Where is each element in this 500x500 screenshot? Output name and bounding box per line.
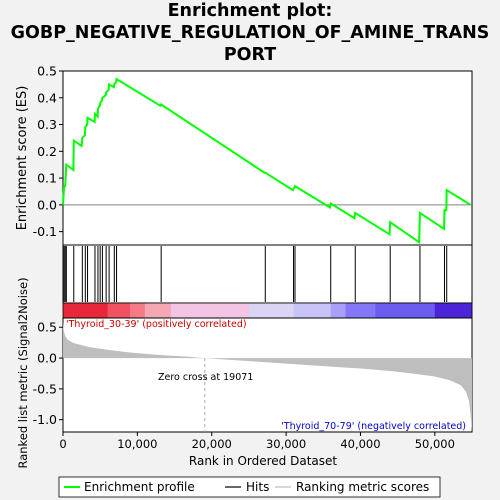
zero-cross-label: Zero cross at 19071 [158, 372, 253, 383]
x-tick-label: 40,000 [340, 437, 380, 451]
heat-band-segment [107, 303, 131, 318]
legend-box [58, 476, 441, 498]
metric-tick-label: 0.5 [37, 320, 57, 335]
es-axis: -0.1 0.0 0.1 0.2 0.3 0.4 0.5 [33, 64, 63, 239]
es-axis-label: Enrichment score (ES) [15, 86, 30, 231]
es-tick-label: 0.4 [37, 90, 57, 105]
rank-heat-band [62, 302, 473, 319]
legend-label-enrichment: Enrichment profile [84, 480, 195, 494]
x-tick-label: 50,000 [415, 437, 455, 451]
x-tick-label: 30,000 [266, 437, 306, 451]
es-tick-label: 0.3 [37, 117, 57, 132]
metric-tick-label: -1.0 [33, 412, 57, 427]
heat-band-segment [129, 303, 146, 318]
es-tick-label: 0.1 [37, 171, 57, 186]
legend-label-metric: Ranking metric scores [296, 480, 429, 494]
x-axis: 0 10,000 20,000 30,000 40,000 50,000 [59, 432, 455, 451]
legend: Enrichment profile Hits Ranking metric s… [58, 476, 441, 498]
x-tick-label: 10,000 [117, 437, 157, 451]
hit-markers [63, 246, 448, 302]
heat-band-segment [144, 303, 172, 318]
chart-title-line-2: GOBP_NEGATIVE_REGULATION_OF_AMINE_TRANS [10, 23, 490, 43]
metric-axis: -1.0 -0.5 0.0 0.5 [33, 320, 63, 427]
metric-tick-label: 0.0 [37, 351, 57, 366]
heat-band-segment [248, 303, 295, 318]
chart-title-line-3: PORT [223, 45, 277, 65]
positive-group-label: 'Thyroid_30-39' (positively correlated) [66, 319, 247, 330]
es-tick-label: 0.0 [37, 197, 57, 212]
x-tick-label: 20,000 [192, 437, 232, 451]
heat-band-segment [63, 303, 109, 318]
heat-band-segment [345, 303, 376, 318]
x-tick-label: 0 [59, 437, 66, 451]
negative-group-label: 'Thyroid_70-79' (negatively correlated) [281, 421, 466, 432]
hits-panel [62, 244, 473, 304]
es-tick-label: -0.1 [33, 224, 57, 239]
heat-band-segment [170, 303, 250, 318]
chart-title-line-1: Enrichment plot: [167, 1, 333, 21]
metric-panel [62, 317, 473, 433]
metric-tick-label: -0.5 [33, 381, 57, 396]
heat-band-segment [293, 303, 332, 318]
es-panel [62, 70, 473, 246]
heat-band-segment [330, 303, 347, 318]
chart-title: Enrichment plot: GOBP_NEGATIVE_REGULATIO… [0, 0, 500, 66]
legend-label-hits: Hits [246, 480, 269, 494]
metric-axis-label: Ranked list metric (Signal2Noise) [16, 277, 30, 468]
enrichment-profile-line [62, 77, 472, 245]
es-tick-label: 0.5 [37, 64, 57, 79]
x-axis-label: Rank in Ordered Dataset [189, 454, 337, 468]
heat-band-segment [434, 303, 473, 318]
es-tick-label: 0.2 [37, 144, 57, 159]
heat-band-segment [375, 303, 436, 318]
